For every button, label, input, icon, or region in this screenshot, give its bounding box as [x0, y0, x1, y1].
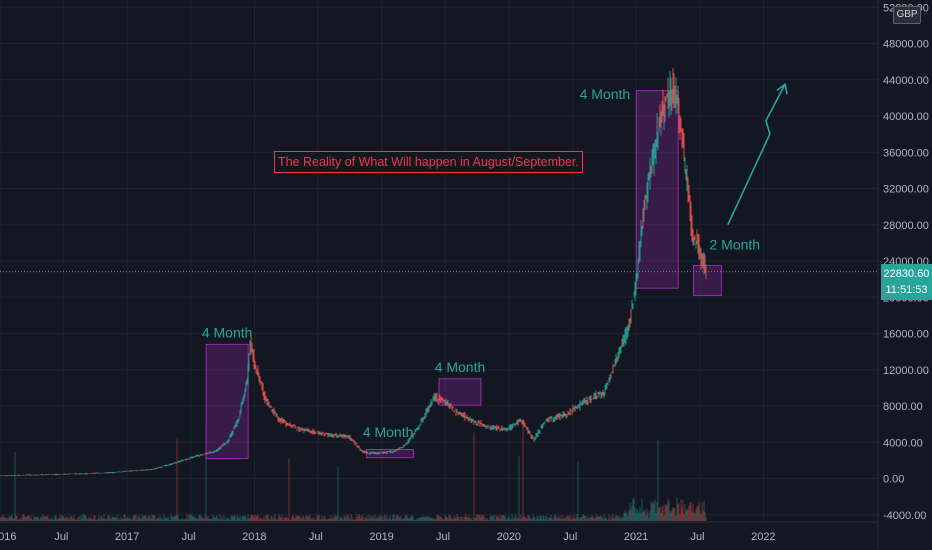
time-tick-label: 2021: [624, 531, 648, 543]
chart-grid: [0, 0, 878, 522]
price-tick-label: 40000.00: [883, 111, 929, 123]
forecast-arrow: [727, 82, 788, 226]
time-tick-label: Jul: [691, 531, 705, 543]
annotation-label: 4 Month: [580, 86, 631, 102]
annotation-label: 2 Month: [709, 237, 760, 253]
time-tick-label: 2016: [0, 531, 16, 543]
annotation-box: [205, 343, 249, 460]
bar-countdown: 11:51:53: [885, 284, 928, 296]
time-tick-label: Jul: [54, 531, 68, 543]
time-tick-label: 2017: [115, 531, 139, 543]
time-tick-label: Jul: [563, 531, 577, 543]
annotation-label: 4 Month: [202, 324, 253, 340]
last-price-value: 22830.60: [883, 268, 930, 280]
price-tick-label: 4000.00: [883, 437, 923, 449]
headline-annotation: The Reality of What Will happen in Augus…: [274, 151, 583, 173]
time-tick-label: 2022: [751, 531, 775, 543]
price-tick-label: 16000.00: [883, 329, 929, 341]
time-tick-label: 2020: [497, 531, 521, 543]
time-tick-label: Jul: [436, 531, 450, 543]
volume-bars: [0, 418, 707, 521]
annotation-label: 4 Month: [435, 359, 486, 375]
currency-badge[interactable]: GBP: [893, 6, 921, 24]
time-tick-label: 2018: [242, 531, 266, 543]
price-tick-label: 48000.00: [883, 39, 929, 51]
time-tick-label: 2019: [369, 531, 393, 543]
annotation-labels: 4 Month 4 Month 4 Month 4 Month 2 Month: [202, 86, 760, 440]
price-series: [0, 68, 707, 477]
price-tick-label: 0.00: [883, 474, 904, 486]
price-tick-label: 12000.00: [883, 365, 929, 377]
price-tick-label: 36000.00: [883, 147, 929, 159]
time-tick-label: Jul: [182, 531, 196, 543]
forecast-arrow-head: [776, 82, 788, 95]
price-tick-label: 44000.00: [883, 75, 929, 87]
price-tick-label: -4000.00: [883, 510, 926, 522]
annotation-label: 4 Month: [363, 424, 414, 440]
price-tick-label: 8000.00: [883, 401, 923, 413]
last-price-tag: 22830.60 11:51:53: [881, 264, 932, 300]
forecast-arrow-line: [727, 83, 786, 226]
annotation-box: [692, 265, 722, 296]
price-tick-label: 28000.00: [883, 220, 929, 232]
annotation-box: [365, 449, 415, 459]
annotation-boxes: [205, 90, 722, 460]
time-tick-label: Jul: [309, 531, 323, 543]
price-tick-label: 32000.00: [883, 184, 929, 196]
